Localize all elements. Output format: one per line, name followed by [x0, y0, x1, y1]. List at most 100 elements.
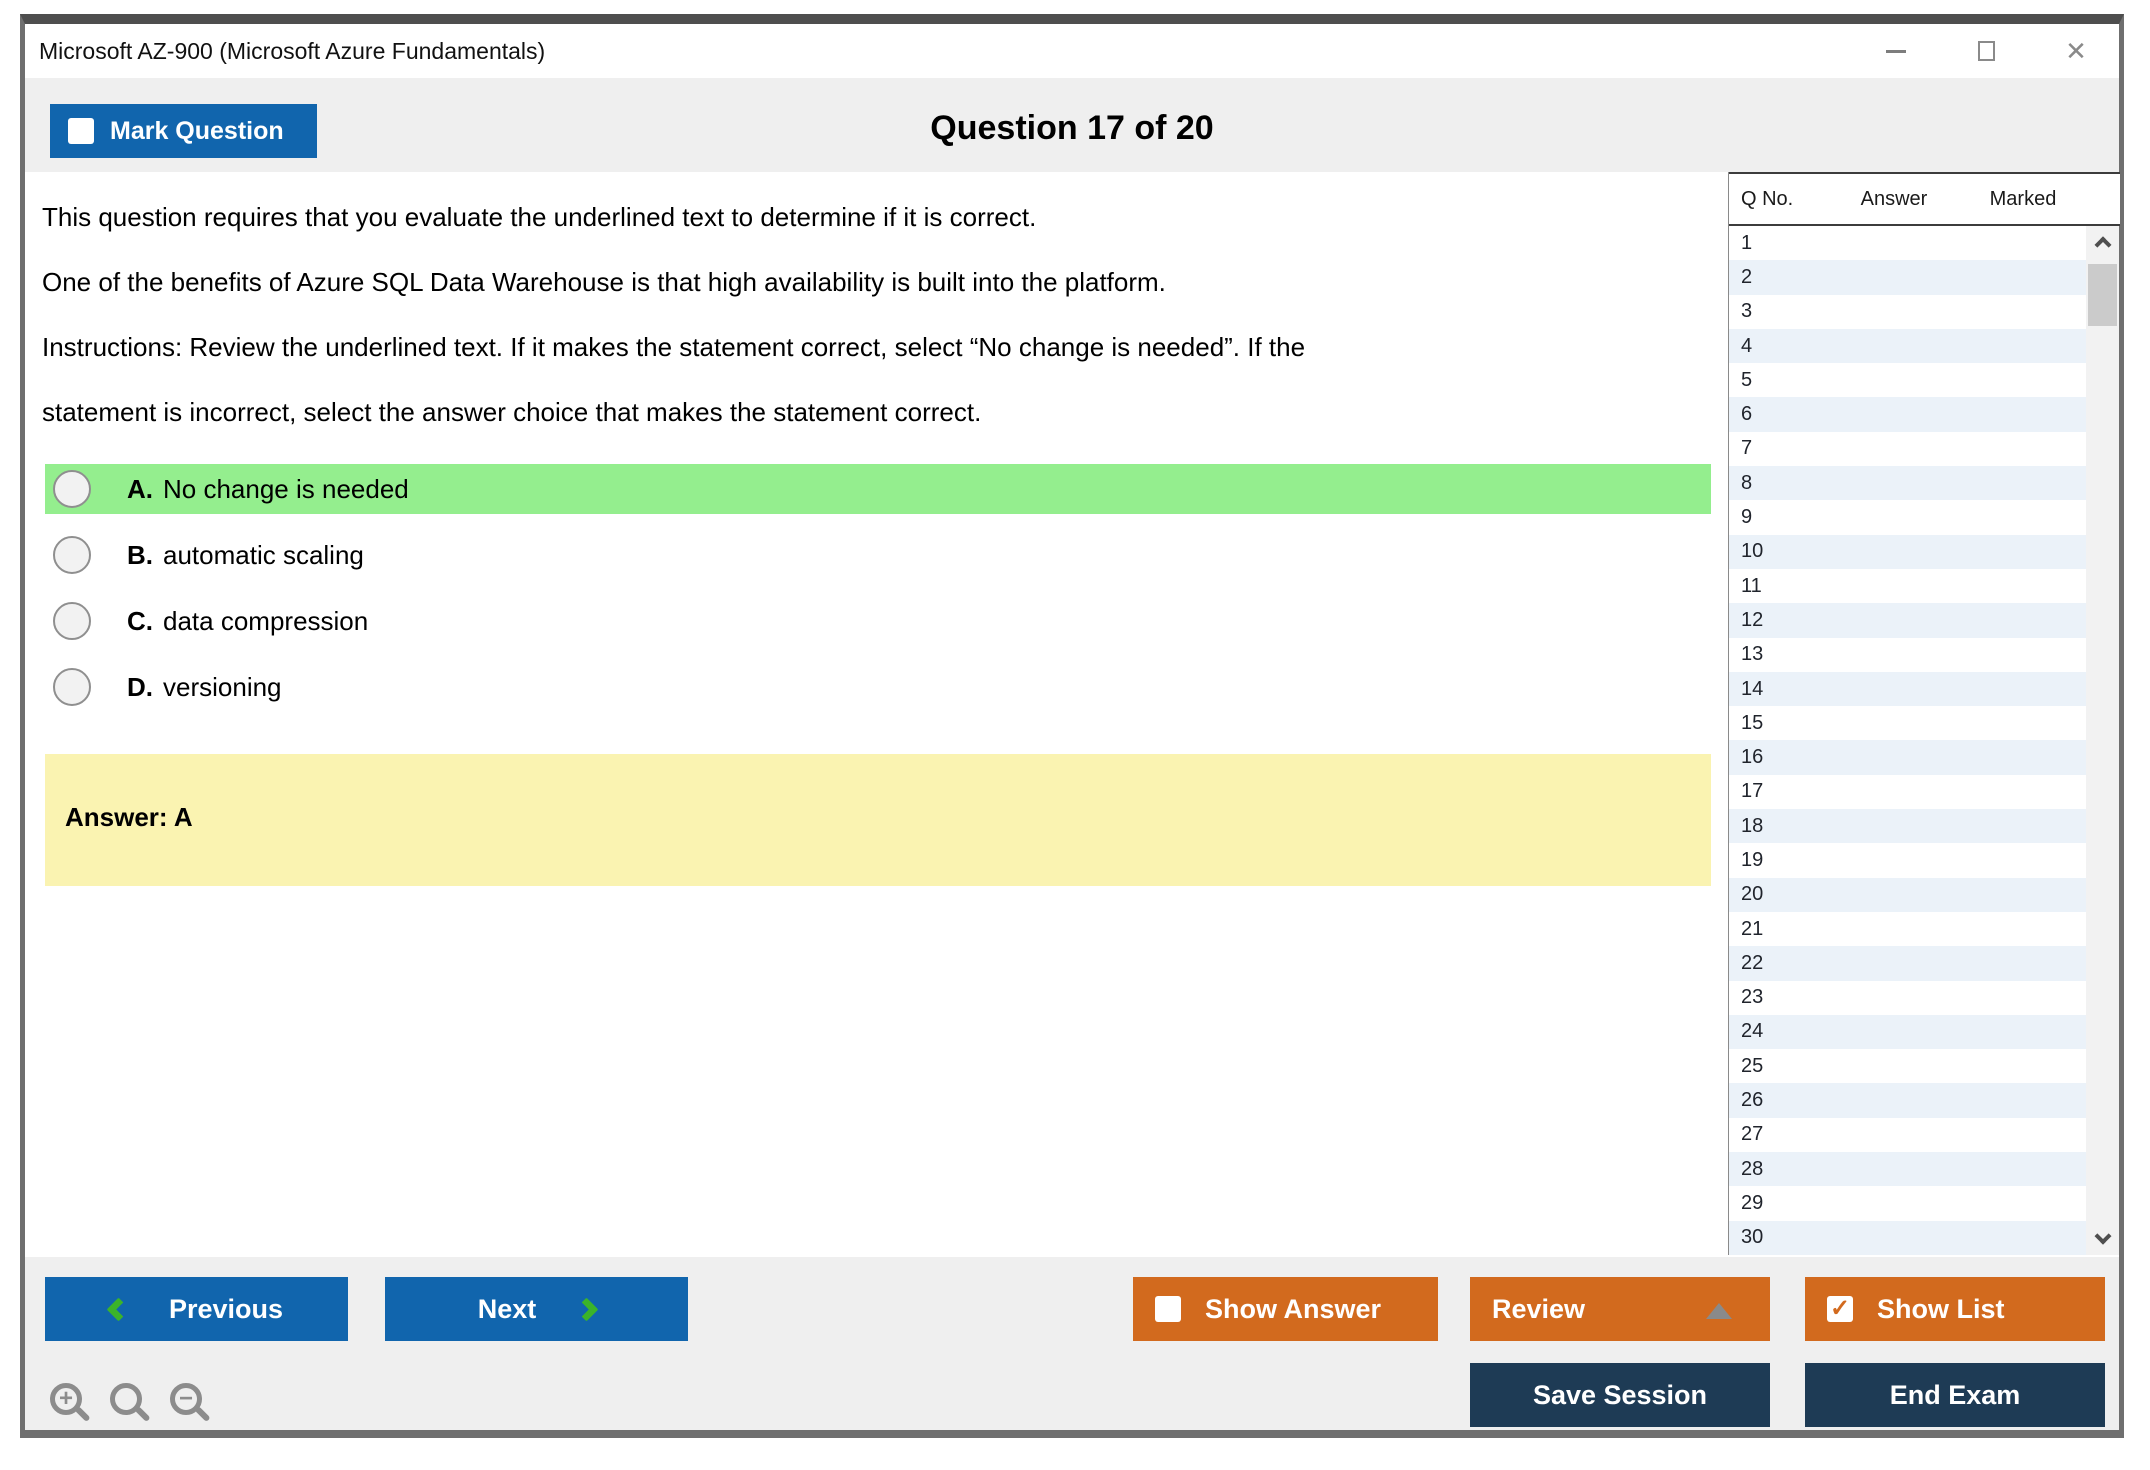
next-button[interactable]: Next — [385, 1277, 688, 1341]
table-row[interactable]: 8 — [1729, 466, 2087, 501]
table-row[interactable]: 24 — [1729, 1014, 2087, 1050]
previous-label: Previous — [168, 1293, 284, 1324]
table-row[interactable]: 10 — [1729, 534, 2087, 569]
scrollbar-thumb[interactable] — [2088, 264, 2117, 326]
table-row[interactable]: 29 — [1729, 1186, 2087, 1220]
review-label: Review — [1492, 1293, 1586, 1324]
check-icon: ✓ — [1829, 1295, 1851, 1322]
option-a-radio[interactable] — [53, 470, 91, 508]
zoom-out-button[interactable]: − — [170, 1383, 202, 1415]
end-exam-label: End Exam — [1889, 1379, 2021, 1410]
table-row[interactable]: 15 — [1729, 706, 2087, 740]
qno-cell: 6 — [1741, 403, 1753, 426]
option-d-radio[interactable] — [53, 668, 91, 706]
qno-cell: 9 — [1741, 506, 1753, 529]
table-row[interactable]: 9 — [1729, 500, 2087, 534]
question-text-line: One of the benefits of Azure SQL Data Wa… — [42, 267, 1166, 297]
option-letter: A. — [127, 473, 153, 504]
table-row[interactable]: 5 — [1729, 363, 2087, 397]
table-row[interactable]: 27 — [1729, 1118, 2087, 1152]
qno-cell: 14 — [1741, 677, 1764, 700]
table-row[interactable]: 2 — [1729, 260, 2087, 295]
option-letter: D. — [127, 671, 153, 702]
qno-cell: 2 — [1741, 265, 1753, 288]
table-row[interactable]: 19 — [1729, 843, 2087, 877]
table-row[interactable]: 7 — [1729, 432, 2087, 466]
table-row[interactable]: 11 — [1729, 569, 2087, 603]
chevron-down-icon — [2094, 1227, 2111, 1245]
table-row[interactable]: 30 — [1729, 1220, 2087, 1255]
review-button[interactable]: Review — [1470, 1277, 1770, 1341]
qno-cell: 10 — [1741, 540, 1764, 563]
option-b[interactable]: B. automatic scaling — [45, 530, 1711, 580]
qno-cell: 28 — [1741, 1157, 1764, 1180]
table-row[interactable]: 13 — [1729, 638, 2087, 672]
option-b-radio[interactable] — [53, 536, 91, 574]
qno-cell: 8 — [1741, 471, 1753, 494]
mark-question-button[interactable]: Mark Question — [50, 104, 317, 158]
table-row[interactable]: 6 — [1729, 397, 2087, 432]
option-c-radio[interactable] — [53, 602, 91, 640]
show-answer-checkbox[interactable] — [1155, 1296, 1181, 1322]
option-text: versioning — [163, 671, 282, 702]
table-row[interactable]: 17 — [1729, 775, 2087, 809]
table-row[interactable]: 23 — [1729, 981, 2087, 1015]
save-session-button[interactable]: Save Session — [1470, 1363, 1770, 1427]
triangle-up-icon — [1706, 1303, 1732, 1319]
qno-cell: 7 — [1741, 437, 1753, 460]
show-list-checkbox[interactable]: ✓ — [1827, 1296, 1853, 1322]
previous-button[interactable]: Previous — [45, 1277, 348, 1341]
table-row[interactable]: 22 — [1729, 946, 2087, 981]
table-row[interactable]: 12 — [1729, 603, 2087, 638]
question-table-header: Q No. Answer Marked — [1729, 172, 2120, 226]
table-row[interactable]: 26 — [1729, 1083, 2087, 1118]
minimize-button[interactable] — [1879, 34, 1913, 68]
table-row[interactable]: 20 — [1729, 877, 2087, 912]
question-counter: Question 17 of 20 — [930, 109, 1214, 147]
qno-cell: 20 — [1741, 883, 1764, 906]
table-row[interactable]: 16 — [1729, 740, 2087, 775]
qno-cell: 30 — [1741, 1226, 1764, 1249]
qno-cell: 24 — [1741, 1020, 1764, 1043]
show-answer-button[interactable]: Show Answer — [1133, 1277, 1438, 1341]
close-button[interactable]: ✕ — [2059, 34, 2093, 68]
qno-cell: 22 — [1741, 951, 1764, 974]
header-band: Question 17 of 20 Mark Question — [25, 78, 2119, 172]
table-row[interactable]: 1 — [1729, 226, 2087, 260]
option-d[interactable]: D. versioning — [45, 662, 1711, 712]
qno-cell: 21 — [1741, 917, 1764, 940]
qno-cell: 1 — [1741, 231, 1753, 254]
minimize-icon — [1886, 49, 1906, 53]
qno-cell: 19 — [1741, 848, 1764, 871]
sidebar-scrollbar[interactable] — [2086, 226, 2119, 1255]
option-c[interactable]: C. data compression — [45, 596, 1711, 646]
table-row[interactable]: 4 — [1729, 328, 2087, 364]
option-text: automatic scaling — [163, 539, 364, 570]
end-exam-button[interactable]: End Exam — [1805, 1363, 2105, 1427]
zoom-controls: + − — [50, 1383, 202, 1415]
option-a[interactable]: A. No change is needed — [45, 464, 1711, 514]
scroll-up-button[interactable] — [2086, 226, 2119, 258]
zoom-in-button[interactable]: + — [50, 1383, 82, 1415]
question-text-line: Instructions: Review the underlined text… — [42, 332, 1306, 362]
table-row[interactable]: 18 — [1729, 809, 2087, 844]
scroll-down-button[interactable] — [2086, 1223, 2119, 1255]
show-list-button[interactable]: ✓ Show List — [1805, 1277, 2105, 1341]
question-area: This question requires that you evaluate… — [25, 172, 1728, 1257]
question-text-line: statement is incorrect, select the answe… — [42, 397, 982, 427]
maximize-button[interactable] — [1969, 34, 2003, 68]
option-letter: C. — [127, 605, 153, 636]
mark-question-checkbox[interactable] — [68, 118, 94, 144]
table-row[interactable]: 14 — [1729, 671, 2087, 707]
table-row[interactable]: 21 — [1729, 912, 2087, 946]
qno-cell: 15 — [1741, 711, 1764, 734]
column-header-qno: Q No. — [1741, 187, 1794, 210]
qno-cell: 29 — [1741, 1191, 1764, 1214]
option-letter: B. — [127, 539, 153, 570]
qno-cell: 13 — [1741, 643, 1764, 666]
table-row[interactable]: 3 — [1729, 295, 2087, 329]
magnifier-button[interactable] — [110, 1383, 142, 1415]
table-row[interactable]: 28 — [1729, 1152, 2087, 1187]
chevron-up-icon — [2094, 236, 2111, 254]
table-row[interactable]: 25 — [1729, 1049, 2087, 1083]
